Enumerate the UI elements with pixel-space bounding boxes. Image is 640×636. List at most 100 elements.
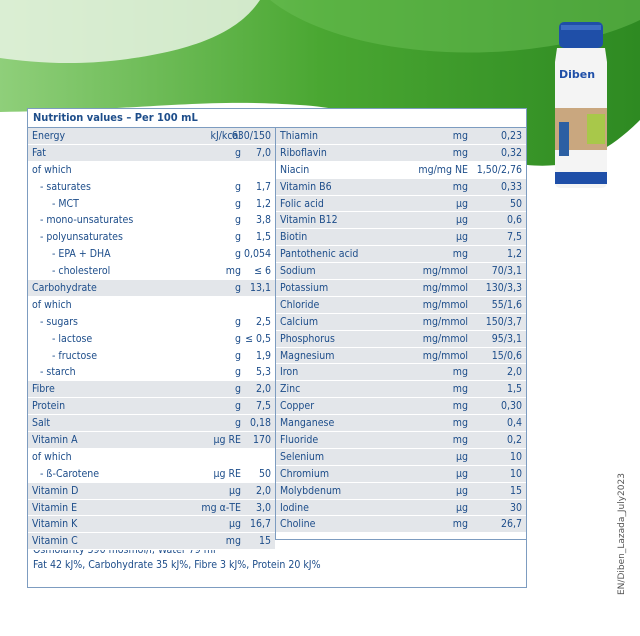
nutrient-unit: g bbox=[235, 349, 241, 362]
nutrient-unit: mg bbox=[225, 265, 241, 278]
table-row: Fluoride mg 0,2 bbox=[276, 432, 526, 449]
nutrient-value: 1,9 bbox=[255, 349, 271, 362]
nutrient-unit: mg bbox=[452, 130, 468, 142]
nutrient-unit: mg bbox=[452, 366, 468, 379]
product-brand-label: Diben bbox=[559, 68, 596, 81]
nutrient-unit: g bbox=[235, 214, 241, 227]
table-row: of which bbox=[28, 162, 275, 179]
table-row: - EPA + DHA g 0,054 bbox=[28, 246, 275, 264]
nutrient-value: 1,5 bbox=[506, 383, 522, 396]
table-row: Selenium µg 10 bbox=[276, 448, 526, 466]
nutrient-value: 1,2 bbox=[255, 197, 271, 210]
nutrient-name: Pantothenic acid bbox=[280, 248, 359, 261]
nutrient-name: Salt bbox=[32, 417, 51, 430]
table-row: Iodine µg 30 bbox=[276, 499, 526, 517]
nutrient-unit: mg α-TE bbox=[201, 501, 241, 514]
table-row: - cholesterol mg ≤ 6 bbox=[28, 263, 275, 281]
nutrient-unit: µg bbox=[228, 484, 241, 497]
nutrient-value: 150/3,7 bbox=[485, 315, 522, 328]
nutrient-value: 2,0 bbox=[255, 383, 271, 396]
table-row: Riboflavin mg 0,32 bbox=[276, 144, 526, 162]
nutrient-name: Selenium bbox=[280, 450, 325, 463]
nutrient-value: 0,23 bbox=[500, 130, 522, 142]
table-row: Sodium mg/mmol 70/3,1 bbox=[276, 263, 526, 281]
nutrient-value: ≤ 6 bbox=[254, 265, 271, 278]
nutrient-name: Protein bbox=[32, 400, 66, 413]
table-row: of which bbox=[28, 297, 275, 314]
nutrient-name: Biotin bbox=[280, 231, 308, 244]
nutrient-unit: g bbox=[235, 417, 241, 430]
nutrient-unit: mg/mmol bbox=[422, 349, 468, 362]
table-row: Vitamin B6 mg 0,33 bbox=[276, 178, 526, 196]
nutrient-name: - EPA + DHA bbox=[52, 248, 111, 261]
nutrient-value: 2,0 bbox=[255, 484, 271, 497]
nutrient-unit: g bbox=[235, 231, 241, 244]
nutrient-unit: g bbox=[235, 366, 241, 379]
nutrient-name: - lactose bbox=[52, 332, 93, 345]
nutrient-unit: µg RE bbox=[213, 434, 241, 447]
nutrient-unit: mg bbox=[452, 383, 468, 396]
nutrient-name: Energy bbox=[32, 130, 66, 142]
nutrient-value: 630/150 bbox=[231, 130, 271, 142]
table-row: Vitamin A µg RE 170 bbox=[28, 432, 275, 449]
nutrient-unit: µg bbox=[455, 231, 468, 244]
nutrient-value: 0,6 bbox=[506, 214, 522, 227]
nutrient-unit: mg/mg NE bbox=[418, 163, 468, 176]
nutrient-value: 0,4 bbox=[506, 417, 522, 430]
nutrient-value: 1,5 bbox=[255, 231, 271, 244]
table-row: - fructose g 1,9 bbox=[28, 348, 275, 365]
table-row: Calcium mg/mmol 150/3,7 bbox=[276, 313, 526, 331]
nutrient-name: Vitamin A bbox=[32, 434, 78, 447]
table-row: Chromium µg 10 bbox=[276, 465, 526, 483]
table-row: - saturates g 1,7 bbox=[28, 179, 275, 196]
nutrient-name: Vitamin C bbox=[32, 535, 78, 548]
nutrient-value: 70/3,1 bbox=[491, 265, 522, 278]
nutrient-value: 0,2 bbox=[506, 434, 522, 447]
nutrient-value: 3,0 bbox=[255, 501, 271, 514]
table-row: Energy kJ/kcal 630/150 bbox=[28, 128, 275, 145]
nutrient-unit: mg/mmol bbox=[422, 332, 468, 345]
nutrient-unit: mg bbox=[452, 417, 468, 430]
nutrient-name: Molybdenum bbox=[280, 484, 342, 497]
nutrient-unit: µg RE bbox=[213, 467, 241, 480]
nutrient-value: 7,5 bbox=[506, 231, 522, 244]
table-row: Carbohydrate g 13,1 bbox=[28, 280, 275, 297]
table-row: Molybdenum µg 15 bbox=[276, 482, 526, 500]
document-code: EN/Diben_Lazada_July2023 bbox=[617, 473, 627, 595]
right-column: Thiamin mg 0,23 Riboflavin mg 0,32 Niacin mg/mg… bbox=[276, 128, 526, 539]
nutrient-unit: mg bbox=[452, 248, 468, 261]
table-row: Biotin µg 7,5 bbox=[276, 229, 526, 247]
nutrient-unit: mg/mmol bbox=[422, 298, 468, 311]
table-row: Choline mg 26,7 bbox=[276, 516, 526, 534]
nutrient-name: Iodine bbox=[280, 501, 309, 514]
nutrient-value: 2,5 bbox=[255, 315, 271, 328]
nutrient-value: 0,33 bbox=[500, 180, 522, 193]
nutrient-name: Vitamin B12 bbox=[280, 214, 338, 227]
nutrient-name: Zinc bbox=[280, 383, 301, 396]
table-row: Vitamin B12 µg 0,6 bbox=[276, 212, 526, 230]
nutrient-name: Copper bbox=[280, 400, 315, 413]
nutrient-unit: mg bbox=[452, 518, 468, 531]
nutrient-value: 15 bbox=[509, 484, 522, 497]
nutrient-value: 15 bbox=[258, 535, 271, 548]
nutrient-value: 10 bbox=[509, 450, 522, 463]
table-title: Nutrition values – Per 100 mL bbox=[28, 109, 526, 128]
nutrient-name: - fructose bbox=[52, 349, 98, 362]
table-row: Salt g 0,18 bbox=[28, 415, 275, 433]
nutrient-value: 10 bbox=[509, 467, 522, 480]
nutrient-value: 50 bbox=[509, 197, 522, 210]
nutrient-value: 1,50/2,76 bbox=[476, 163, 522, 176]
nutrient-name: - cholesterol bbox=[52, 265, 111, 278]
nutrient-unit: g bbox=[235, 282, 241, 295]
nutrient-name: - saturates bbox=[40, 180, 91, 193]
nutrient-value: 5,3 bbox=[255, 366, 271, 379]
nutrient-name: Vitamin D bbox=[32, 484, 79, 497]
left-column: Energy kJ/kcal 630/150 Fat g 7,0 of which - sat… bbox=[28, 128, 276, 551]
nutrient-name: Riboflavin bbox=[280, 146, 327, 159]
table-row: Zinc mg 1,5 bbox=[276, 381, 526, 399]
table-row: Vitamin E mg α-TE 3,0 bbox=[28, 499, 275, 517]
nutrient-value: 0,054 bbox=[243, 248, 271, 261]
nutrient-name: Manganese bbox=[280, 417, 335, 430]
nutrient-unit: µg bbox=[228, 518, 241, 531]
nutrient-unit: g bbox=[235, 248, 241, 261]
